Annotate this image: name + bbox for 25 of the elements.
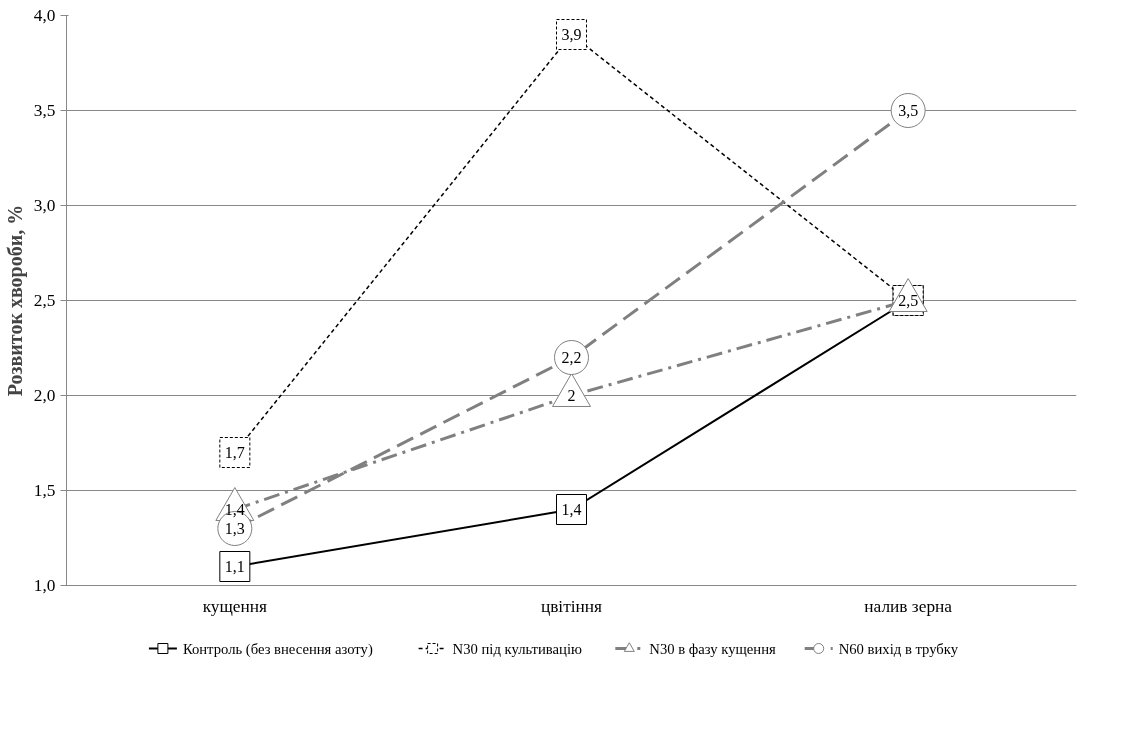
- y-axis-title: Розвиток хвороби, %: [3, 204, 27, 397]
- legend-label: N30 в фазу кущення: [649, 640, 776, 657]
- x-tick-label: налив зерна: [864, 596, 953, 616]
- data-label: 3,9: [561, 26, 582, 43]
- y-tick-label: 2,5: [33, 291, 56, 310]
- data-label: 2: [567, 387, 576, 404]
- legend-label: N60 вихід в трубку: [838, 640, 959, 657]
- data-label: 1,3: [224, 520, 245, 537]
- y-tick-label: 2,0: [33, 386, 56, 405]
- y-tick-label: 1,5: [33, 481, 56, 500]
- y-tick-label: 4,0: [33, 6, 56, 25]
- x-tick-label: цвітіння: [540, 596, 603, 616]
- y-tick-label: 3,0: [33, 196, 56, 215]
- x-tick-label: кущення: [202, 596, 268, 616]
- legend-label: N30 під культивацію: [452, 640, 582, 657]
- data-label: 1,4: [561, 501, 582, 518]
- data-label: 2,5: [898, 292, 919, 309]
- data-label: 1,1: [224, 558, 245, 575]
- data-label: 3,5: [898, 102, 919, 119]
- data-label: 1,7: [224, 444, 245, 461]
- y-tick-label: 1,0: [33, 576, 56, 595]
- data-label: 1,4: [224, 501, 245, 518]
- legend-label: Контроль (без внесення азоту): [182, 640, 373, 658]
- y-tick-label: 3,5: [33, 101, 56, 120]
- data-label: 2,2: [561, 349, 582, 366]
